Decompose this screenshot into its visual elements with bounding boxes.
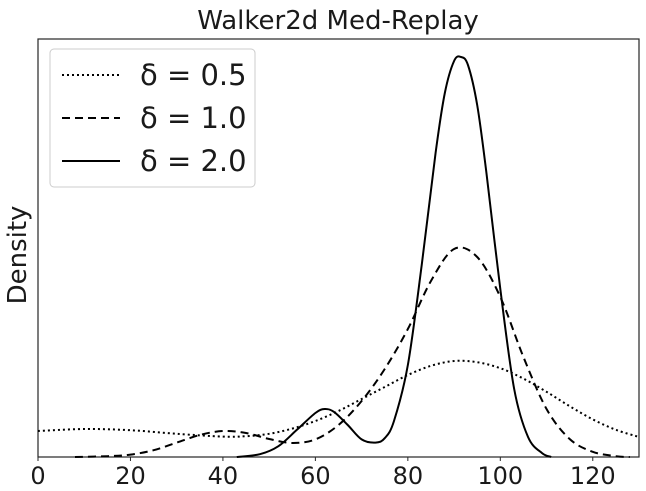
legend-items: δ = 0.5 δ = 1.0 δ = 2.0 — [62, 58, 247, 178]
y-axis-label: Density — [3, 206, 33, 305]
legend-label: δ = 0.5 — [140, 58, 247, 92]
plot-area — [37, 38, 640, 458]
x-tick-label: 0 — [30, 462, 45, 490]
legend: δ = 0.5 δ = 1.0 δ = 2.0 — [49, 48, 256, 188]
x-tick-label: 80 — [393, 462, 424, 490]
series-line-dotted — [37, 359, 640, 438]
series-layer — [37, 55, 640, 458]
x-axis-ticks: 0 20 40 60 80 100 120 — [30, 457, 616, 490]
series-line-solid — [236, 55, 552, 458]
legend-box — [49, 48, 256, 188]
x-tick-label: 120 — [570, 462, 616, 490]
x-tick-label: 40 — [208, 462, 239, 490]
legend-label: δ = 2.0 — [140, 144, 247, 178]
legend-label: δ = 1.0 — [140, 101, 247, 135]
x-tick-label: 20 — [115, 462, 146, 490]
x-tick-label: 60 — [300, 462, 331, 490]
x-tick-label: 100 — [477, 462, 523, 490]
series-line-dashed — [74, 246, 630, 458]
plot-frame — [37, 38, 640, 458]
chart-title: Walker2d Med-Replay — [197, 6, 479, 36]
